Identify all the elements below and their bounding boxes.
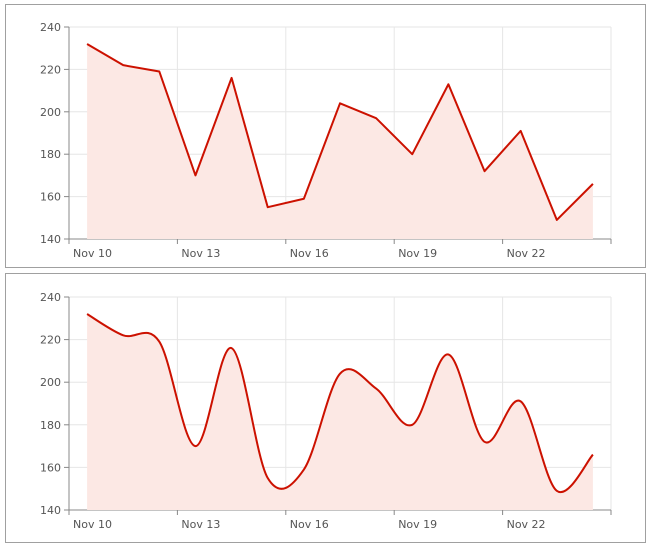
x-tick-label: Nov 13	[181, 518, 220, 531]
series-line	[86, 43, 594, 221]
y-tick-label: 140	[40, 504, 61, 517]
x-tick-label: Nov 22	[507, 518, 546, 531]
y-tick-label: 220	[40, 63, 61, 76]
x-tick-label: Nov 10	[73, 518, 112, 531]
x-tick-label: Nov 22	[507, 247, 546, 260]
y-tick-label: 140	[40, 233, 61, 246]
y-tick-label: 200	[40, 376, 61, 389]
series-line	[86, 313, 594, 494]
y-tick-label: 180	[40, 419, 61, 432]
x-tick-label: Nov 19	[398, 247, 437, 260]
x-tick-label: Nov 13	[181, 247, 220, 260]
y-tick-label: 220	[40, 334, 61, 347]
y-tick-label: 180	[40, 148, 61, 161]
series-area	[87, 43, 593, 240]
x-tick-label: Nov 19	[398, 518, 437, 531]
y-tick-label: 160	[40, 191, 61, 204]
series-area	[87, 314, 593, 510]
y-tick-label: 240	[40, 291, 61, 304]
y-tick-label: 160	[40, 461, 61, 474]
y-tick-label: 200	[40, 106, 61, 119]
y-tick-label: 240	[40, 21, 61, 34]
chart-svg: 140 160 180 200 220 240 Nov 10 Nov 13 Nov 16 Nov …	[40, 291, 612, 531]
chart-linear-area: 140 160 180 200 220 240 Nov 10 Nov 13 Nov 16 Nov …	[5, 4, 646, 268]
x-tick-label: Nov 16	[290, 518, 329, 531]
x-tick-label: Nov 10	[73, 247, 112, 260]
x-tick-label: Nov 16	[290, 247, 329, 260]
chart-svg: 140 160 180 200 220 240 Nov 10 Nov 13 Nov 16 Nov …	[40, 21, 612, 260]
chart-smooth-area: 140 160 180 200 220 240 Nov 10 Nov 13 Nov 16 Nov …	[5, 273, 646, 543]
